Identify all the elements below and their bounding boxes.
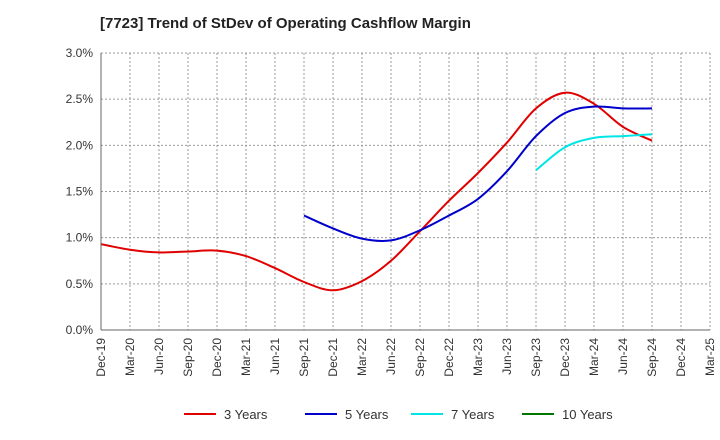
x-tick-label: Mar-22 (355, 338, 369, 376)
y-tick-label: 2.5% (66, 92, 94, 106)
grid (100, 52, 711, 330)
y-tick-label: 0.5% (66, 277, 94, 291)
x-tick-label: Dec-24 (674, 338, 688, 377)
x-tick-label: Dec-22 (442, 338, 456, 377)
series-line-5-years (303, 105, 653, 242)
legend-label-3-years: 3 Years (224, 407, 268, 422)
x-tick-label: Sep-22 (413, 338, 427, 377)
x-tick-label: Jun-20 (152, 338, 166, 375)
series-lines (100, 91, 653, 292)
axes (100, 53, 710, 331)
x-axis-ticks: Dec-19 Mar-20 Jun-20 Sep-20 Dec-20 Mar-21 Jun-… (94, 338, 717, 377)
x-tick-label: Dec-21 (326, 338, 340, 377)
y-tick-label: 3.0% (66, 46, 94, 60)
legend-label-5-years: 5 Years (345, 407, 389, 422)
x-tick-label: Sep-24 (645, 338, 659, 377)
x-tick-label: Mar-24 (587, 338, 601, 376)
x-tick-label: Mar-25 (703, 338, 717, 376)
x-tick-label: Jun-22 (384, 338, 398, 375)
x-tick-label: Dec-20 (210, 338, 224, 377)
series-line-3-years (100, 91, 653, 292)
x-tick-label: Dec-19 (94, 338, 108, 377)
series-line-7-years (535, 133, 653, 172)
y-tick-label: 1.0% (66, 231, 94, 245)
chart-title: [7723] Trend of StDev of Operating Cashf… (100, 15, 471, 32)
x-tick-label: Sep-20 (181, 338, 195, 377)
y-tick-label: 1.5% (66, 185, 94, 199)
x-tick-label: Mar-20 (123, 338, 137, 376)
x-tick-label: Sep-23 (529, 338, 543, 377)
legend-label-7-years: 7 Years (451, 407, 495, 422)
legend-label-10-years: 10 Years (562, 407, 613, 422)
x-tick-label: Jun-21 (268, 338, 282, 375)
x-tick-label: Jun-23 (500, 338, 514, 375)
legend: 3 Years 5 Years 7 Years 10 Years (184, 407, 613, 422)
x-tick-label: Sep-21 (297, 338, 311, 377)
x-tick-label: Mar-23 (471, 338, 485, 376)
x-tick-label: Mar-21 (239, 338, 253, 376)
y-tick-label: 2.0% (66, 138, 94, 152)
y-tick-label: 0.0% (66, 323, 94, 337)
x-tick-label: Dec-23 (558, 338, 572, 377)
x-tick-label: Jun-24 (616, 338, 630, 375)
y-axis-ticks: 0.0% 0.5% 1.0% 1.5% 2.0% 2.5% 3.0% (66, 46, 94, 337)
